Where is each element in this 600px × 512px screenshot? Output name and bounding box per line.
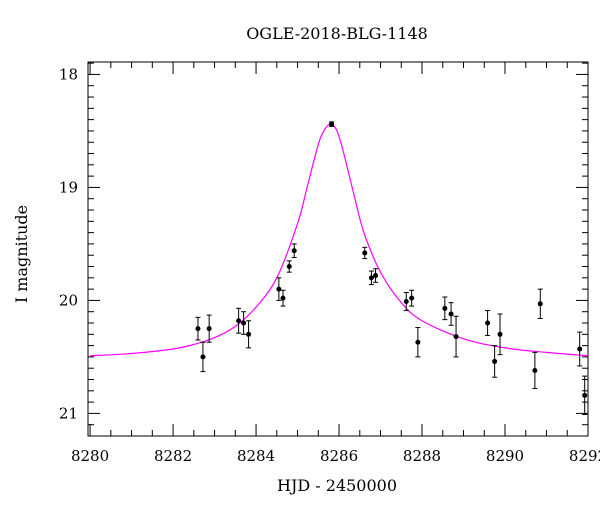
x-tick-label: 8284: [237, 447, 275, 465]
x-tick-label: 8290: [486, 447, 524, 465]
data-point: [362, 250, 368, 256]
data-point: [537, 301, 543, 307]
x-tick-label: 8282: [154, 447, 192, 465]
data-point: [582, 392, 588, 398]
chart-title: OGLE-2018-BLG-1148: [246, 24, 428, 43]
x-tick-label: 8280: [71, 447, 109, 465]
y-axis-title: I magnitude: [12, 205, 31, 303]
data-point: [329, 121, 335, 127]
y-tick-label: 18: [59, 65, 78, 83]
data-point: [532, 367, 538, 373]
data-point: [485, 320, 491, 326]
data-point: [409, 295, 415, 301]
data-point: [577, 346, 583, 352]
data-point: [453, 334, 459, 340]
x-tick-label: 8292: [569, 447, 600, 465]
data-point: [200, 354, 206, 360]
data-point: [276, 286, 282, 292]
data-point: [236, 318, 242, 324]
data-point: [241, 320, 247, 326]
data-point: [368, 275, 374, 281]
data-point: [492, 358, 498, 364]
data-point: [415, 339, 421, 345]
data-point: [280, 295, 286, 301]
y-tick-label: 21: [59, 404, 78, 422]
data-point: [448, 311, 454, 317]
y-tick-label: 19: [59, 178, 78, 196]
data-point: [497, 331, 503, 337]
data-point: [373, 273, 379, 279]
data-point: [403, 299, 409, 305]
data-point: [291, 248, 297, 254]
data-point: [246, 331, 252, 337]
data-point: [442, 305, 448, 311]
x-axis-title: HJD - 2450000: [277, 476, 397, 495]
data-point: [286, 264, 292, 270]
plot-frame: [87, 61, 589, 437]
x-tick-label: 8286: [320, 447, 358, 465]
model-curve: [90, 123, 588, 357]
x-tick-label: 8288: [403, 447, 441, 465]
y-tick-label: 20: [59, 291, 78, 309]
data-point: [195, 326, 201, 332]
data-point: [206, 326, 212, 332]
plot-area: 8280 8282 8284 8286 8288 8290 8292 18 19 20 21: [59, 61, 600, 465]
